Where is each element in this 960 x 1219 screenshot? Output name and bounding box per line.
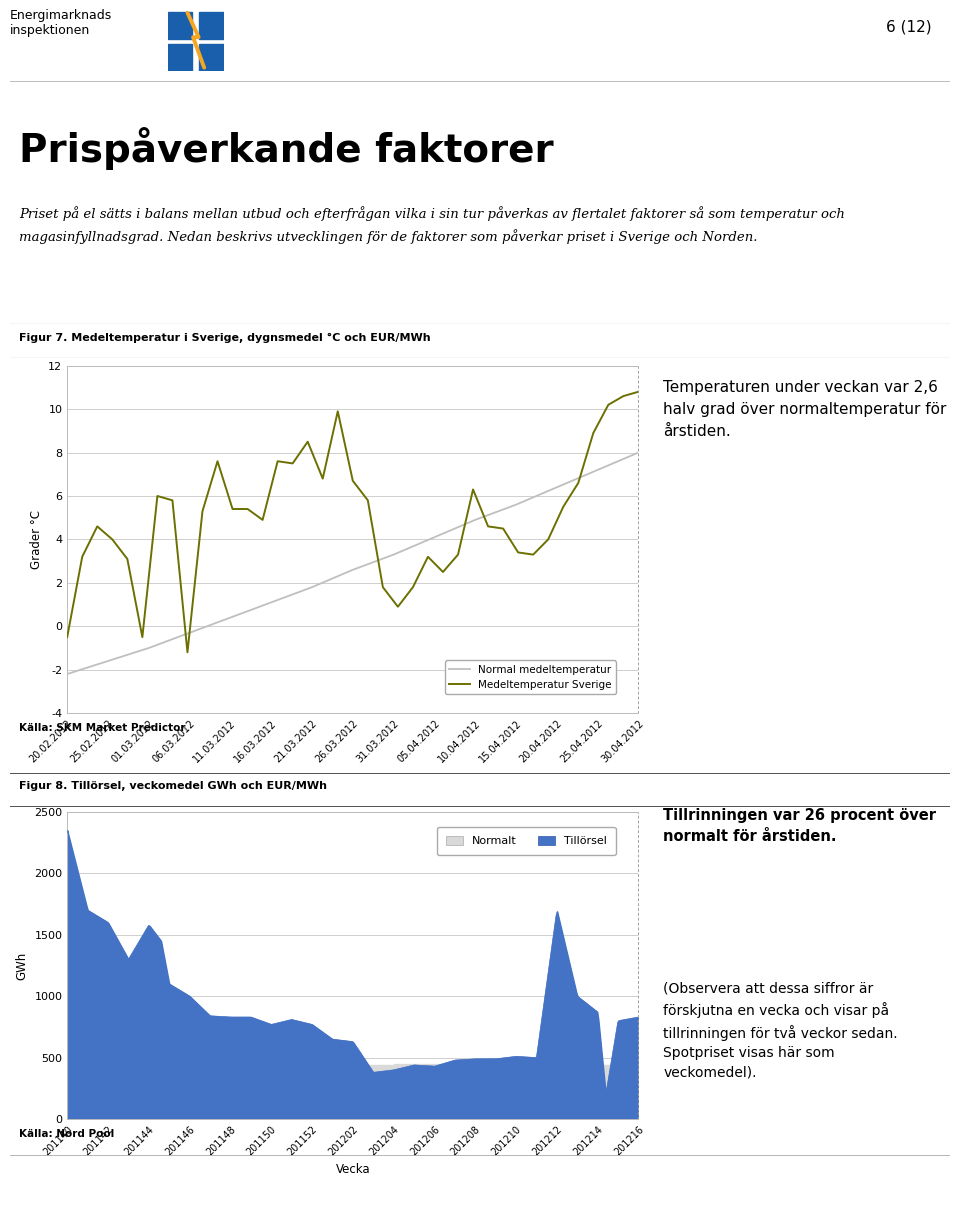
Y-axis label: GWh: GWh [15, 951, 29, 980]
Text: (Observera att dessa siffror är
förskjutna en vecka och visar på
tillrinningen f: (Observera att dessa siffror är förskjut… [663, 981, 899, 1080]
Bar [168, 44, 193, 71]
Legend: Normalt, Tillörsel: Normalt, Tillörsel [437, 826, 615, 856]
X-axis label: Vecka: Vecka [335, 1163, 371, 1176]
Text: Källa: Nord Pool: Källa: Nord Pool [19, 1129, 114, 1139]
Text: Temperaturen under veckan var 2,6
halv grad över normaltemperatur för
årstiden.: Temperaturen under veckan var 2,6 halv g… [663, 380, 947, 439]
Bar [199, 44, 224, 71]
Legend: Normal medeltemperatur, Medeltemperatur Sverige: Normal medeltemperatur, Medeltemperatur … [445, 661, 616, 694]
Text: Figur 7. Medeltemperatur i Sverige, dygnsmedel °C och EUR/MWh: Figur 7. Medeltemperatur i Sverige, dygn… [19, 333, 431, 343]
Text: Priset på el sätts i balans mellan utbud och efterfrågan vilka i sin tur påverka: Priset på el sätts i balans mellan utbud… [19, 206, 845, 244]
Text: Tillrinningen var 26 procent över
normalt för årstiden.: Tillrinningen var 26 procent över normal… [663, 808, 936, 844]
Text: Energimarknads
inspektionen: Energimarknads inspektionen [10, 10, 112, 38]
Bar [168, 12, 193, 39]
Text: Källa: SKM Market Predictor: Källa: SKM Market Predictor [19, 723, 185, 733]
Y-axis label: Grader °C: Grader °C [30, 510, 42, 569]
Text: Figur 8. Tillörsel, veckomedel GWh och EUR/MWh: Figur 8. Tillörsel, veckomedel GWh och E… [19, 781, 327, 791]
Text: Prispåverkande faktorer: Prispåverkande faktorer [19, 127, 554, 169]
Text: 6 (12): 6 (12) [885, 20, 931, 35]
Bar [199, 12, 224, 39]
